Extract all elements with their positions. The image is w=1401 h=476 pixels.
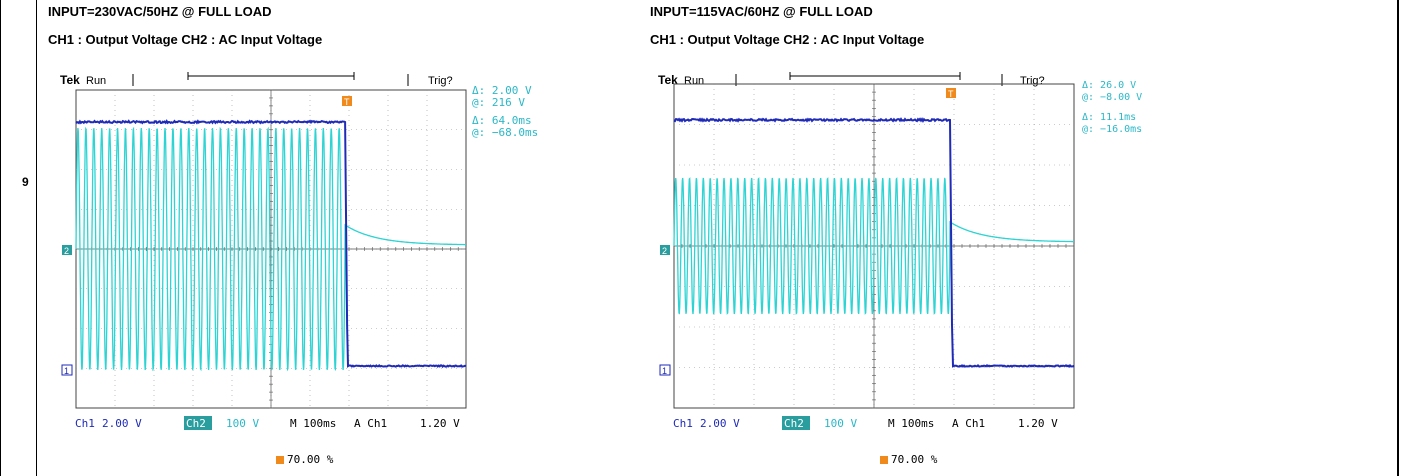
- readout-line-4: @: −68.0ms: [472, 126, 538, 139]
- right-channel-legend: CH1 : Output Voltage CH2 : AC Input Volt…: [650, 32, 924, 47]
- trigger-level: 1.20 V: [1018, 417, 1058, 430]
- oscilloscope-capture-230vac: Tek Run Trig? 2 1 T Δ: 2.00 V @: 216 V Δ…: [58, 70, 568, 465]
- ch1-scale: 2.00 V: [700, 417, 740, 430]
- trigger-pos-icon: [880, 456, 888, 464]
- ch1-scale: 2.00 V: [102, 417, 142, 430]
- scope-screen: Tek Run Trig? 2 1 T Δ: 2.00 V @: 216 V Δ…: [58, 70, 568, 465]
- trigger-source: A Ch1: [952, 417, 985, 430]
- trigger-position: 70.00 %: [287, 453, 334, 465]
- readout-line-1: Δ: 26.0 V: [1082, 80, 1136, 91]
- cursor-readout: Δ: 26.0 V @: −8.00 V Δ: 11.1ms @: −16.0m…: [1082, 80, 1142, 135]
- right-input-condition: INPUT=115VAC/60HZ @ FULL LOAD: [650, 4, 873, 19]
- ch2-label: Ch2: [186, 417, 206, 430]
- trigger-status-label: Trig?: [1020, 75, 1045, 87]
- scope-screen: Tek Run Trig? 2 1 T Δ: 26.0 V @: −8.00 V…: [656, 70, 1166, 465]
- ch1-marker-label: 1: [662, 366, 667, 376]
- ch2-scale: 100 V: [226, 417, 259, 430]
- readout-line-4: @: −16.0ms: [1082, 124, 1142, 135]
- brand-label: Tek: [60, 73, 80, 87]
- brand-label: Tek: [658, 73, 678, 87]
- ch1-label: Ch1: [673, 417, 693, 430]
- left-input-condition: INPUT=230VAC/50HZ @ FULL LOAD: [48, 4, 271, 19]
- ch2-marker-label: 2: [64, 246, 69, 256]
- bottom-status-bar: Ch1 2.00 V Ch2 100 V M 100ms A Ch1 1.20 …: [75, 416, 460, 465]
- run-state-label: Run: [86, 75, 106, 87]
- cursor-readout: Δ: 2.00 V @: 216 V Δ: 64.0ms @: −68.0ms: [472, 84, 538, 139]
- left-channel-legend: CH1 : Output Voltage CH2 : AC Input Volt…: [48, 32, 322, 47]
- ch1-label: Ch1: [75, 417, 95, 430]
- row-number: 9: [22, 175, 29, 189]
- trigger-level: 1.20 V: [420, 417, 460, 430]
- timebase: M 100ms: [290, 417, 336, 430]
- readout-line-2: @: 216 V: [472, 96, 525, 109]
- column-divider: [36, 0, 37, 476]
- ch2-label: Ch2: [784, 417, 804, 430]
- trigger-status-label: Trig?: [428, 75, 453, 87]
- ch2-marker-label: 2: [662, 246, 667, 256]
- trigger-pos-icon: [276, 456, 284, 464]
- trigger-source: A Ch1: [354, 417, 387, 430]
- timebase: M 100ms: [888, 417, 934, 430]
- trigger-marker-label: T: [948, 89, 954, 99]
- ch1-marker-label: 1: [64, 366, 69, 376]
- trigger-position: 70.00 %: [891, 453, 938, 465]
- readout-line-2: @: −8.00 V: [1082, 92, 1142, 103]
- run-state-label: Run: [684, 75, 704, 87]
- ch2-scale: 100 V: [824, 417, 857, 430]
- oscilloscope-capture-115vac: Tek Run Trig? 2 1 T Δ: 26.0 V @: −8.00 V…: [656, 70, 1166, 465]
- bottom-status-bar: Ch1 2.00 V Ch2 100 V M 100ms A Ch1 1.20 …: [673, 416, 1058, 465]
- trigger-marker-label: T: [344, 97, 350, 107]
- readout-line-3: Δ: 11.1ms: [1082, 112, 1136, 123]
